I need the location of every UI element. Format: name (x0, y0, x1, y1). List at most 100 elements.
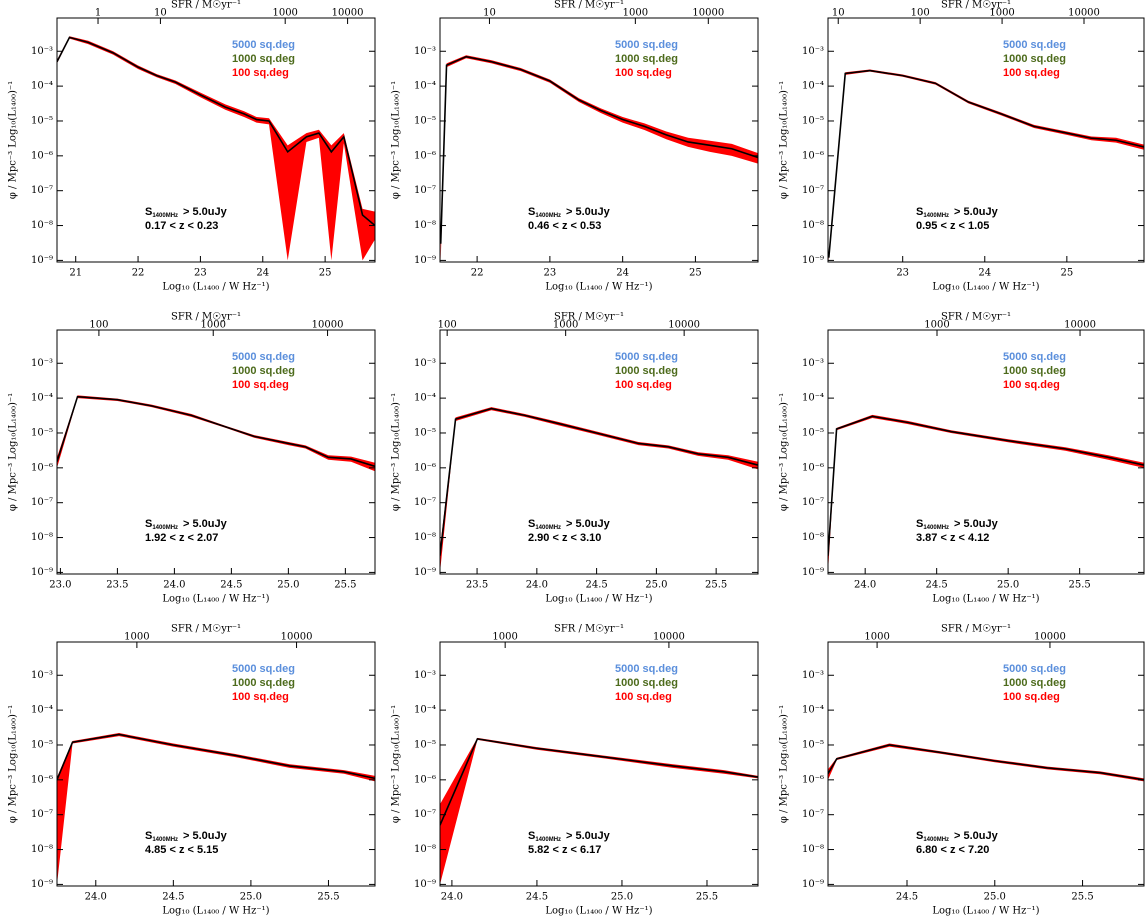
flux-limit: S1400MHz > 5.0uJy (916, 518, 999, 531)
y-tick-label: 10⁻⁷ (414, 185, 436, 196)
x-tick-label: 25 (689, 268, 702, 279)
x-axis-label: Log₁₀ (L₁₄₀₀ / W Hz⁻¹) (162, 906, 269, 917)
y-tick-label: 10⁻⁶ (802, 150, 824, 161)
x-tick-label: 25.0 (997, 580, 1019, 591)
flux-limit: S1400MHz > 5.0uJy (145, 206, 228, 219)
y-tick-label: 10⁻⁷ (414, 809, 436, 820)
panel: 10⁻⁹ 10⁻⁸ 10⁻⁷ 10⁻⁶ 10⁻⁵ 10⁻⁴ 10⁻³ 21 22 23 24 25 1 1… (8, 0, 376, 293)
x2-tick-label: 10000 (653, 632, 685, 643)
y-tick-label: 10⁻⁶ (414, 462, 436, 473)
legend-entry: 1000 sq.deg (615, 677, 678, 689)
legend-entry: 100 sq.deg (1003, 67, 1060, 79)
y-tick-label: 10⁻⁴ (31, 81, 53, 92)
x-tick-label: 25.5 (696, 892, 718, 903)
x2-tick-label: 10000 (1068, 8, 1100, 19)
x-tick-label: 25.5 (1071, 892, 1093, 903)
x-axis-label: Log₁₀ (L₁₄₀₀ / W Hz⁻¹) (162, 282, 269, 293)
x-axis-label: Log₁₀ (L₁₄₀₀ / W Hz⁻¹) (545, 906, 652, 917)
y-tick-label: 10⁻⁴ (802, 705, 824, 716)
legend-entry: 100 sq.deg (615, 379, 672, 391)
legend-entry: 1000 sq.deg (232, 53, 295, 65)
flux-subscript: 1400MHz (152, 213, 178, 219)
x-axis-label: Log₁₀ (L₁₄₀₀ / W Hz⁻¹) (545, 282, 652, 293)
legend-entry: 5000 sq.deg (1003, 39, 1066, 51)
panel: 10⁻⁹ 10⁻⁸ 10⁻⁷ 10⁻⁶ 10⁻⁵ 10⁻⁴ 10⁻³ 24.0 24.5 25.0… (779, 312, 1145, 605)
panel: 10⁻⁹ 10⁻⁸ 10⁻⁷ 10⁻⁶ 10⁻⁵ 10⁻⁴ 10⁻³ 24.5 25.0 25.5… (779, 624, 1145, 917)
y-axis-label: φ / Mpc⁻³ Log₁₀(L₁₄₀₀)⁻¹ (779, 705, 790, 823)
x-tick-label: 25.0 (277, 580, 299, 591)
x2-tick-label: 1000 (201, 320, 226, 331)
plot-area (57, 36, 375, 261)
plot-area (828, 69, 1144, 261)
x-tick-label: 24 (978, 268, 991, 279)
y-tick-label: 10⁻⁵ (802, 115, 824, 126)
error-band (440, 737, 758, 885)
y-axis-label: φ / Mpc⁻³ Log₁₀(L₁₄₀₀)⁻¹ (8, 393, 19, 511)
flux-subscript: 1400MHz (535, 525, 561, 531)
y-tick-label: 10⁻⁸ (802, 532, 824, 543)
legend-entry: 1000 sq.deg (1003, 677, 1066, 689)
flux-condition: > 5.0uJy (954, 206, 999, 218)
flux-subscript: 1400MHz (923, 213, 949, 219)
redshift-range: 0.95 < z < 1.05 (916, 220, 989, 232)
panel: 10⁻⁹ 10⁻⁸ 10⁻⁷ 10⁻⁶ 10⁻⁵ 10⁻⁴ 10⁻³ 23.5 24.0 24.5… (391, 312, 759, 605)
legend-entry: 100 sq.deg (1003, 691, 1060, 703)
y-axis-label: φ / Mpc⁻³ Log₁₀(L₁₄₀₀)⁻¹ (779, 393, 790, 511)
x-tick-label: 22 (132, 268, 145, 279)
x-tick-label: 24.0 (526, 580, 548, 591)
y-tick-label: 10⁻⁶ (414, 774, 436, 785)
y-tick-label: 10⁻⁷ (802, 185, 824, 196)
y-tick-label: 10⁻⁵ (414, 739, 436, 750)
legend-entry: 5000 sq.deg (232, 663, 295, 675)
x-tick-label: 25.5 (1069, 580, 1091, 591)
flux-symbol: S (528, 206, 535, 218)
flux-subscript: 1400MHz (535, 837, 561, 843)
legend-entry: 1000 sq.deg (232, 677, 295, 689)
x-tick-label: 25.0 (645, 580, 667, 591)
y-tick-label: 10⁻⁵ (414, 115, 436, 126)
x-tick-label: 24.5 (526, 892, 548, 903)
error-band (440, 407, 758, 573)
lf-line (440, 55, 758, 244)
lf-line (57, 733, 375, 781)
redshift-range: 2.90 < z < 3.10 (528, 532, 601, 544)
y-tick-label: 10⁻⁸ (414, 220, 436, 231)
x-tick-label: 23.5 (106, 580, 128, 591)
flux-condition: > 5.0uJy (183, 830, 228, 842)
y-tick-label: 10⁻⁹ (414, 567, 436, 578)
y-tick-label: 10⁻⁷ (31, 809, 53, 820)
lf-line (57, 36, 375, 227)
legend-entry: 5000 sq.deg (232, 39, 295, 51)
x2-tick-label: 1000 (492, 632, 517, 643)
flux-limit: S1400MHz > 5.0uJy (528, 518, 611, 531)
legend-entry: 100 sq.deg (232, 691, 289, 703)
flux-limit: S1400MHz > 5.0uJy (528, 206, 611, 219)
y-axis-label: φ / Mpc⁻³ Log₁₀(L₁₄₀₀)⁻¹ (8, 705, 19, 823)
y-tick-label: 10⁻³ (31, 358, 53, 369)
y-tick-label: 10⁻⁴ (802, 393, 824, 404)
plot-frame (439, 329, 759, 575)
plot-frame (827, 17, 1145, 263)
y-axis-label: φ / Mpc⁻³ Log₁₀(L₁₄₀₀)⁻¹ (779, 81, 790, 199)
error-band (57, 36, 375, 261)
flux-symbol: S (145, 830, 152, 842)
plot-area (828, 743, 1144, 782)
x2-tick-label: 10000 (1064, 320, 1096, 331)
x2-tick-label: 100 (438, 320, 457, 331)
flux-limit: S1400MHz > 5.0uJy (916, 830, 999, 843)
y-tick-label: 10⁻³ (414, 46, 436, 57)
x2-axis-label: SFR / M☉yr⁻¹ (941, 0, 1011, 11)
y-tick-label: 10⁻⁴ (31, 393, 53, 404)
x-tick-label: 24.5 (162, 892, 184, 903)
legend-entry: 1000 sq.deg (615, 53, 678, 65)
plot-frame (439, 641, 759, 887)
x-tick-label: 25 (319, 268, 332, 279)
y-tick-label: 10⁻⁸ (31, 532, 53, 543)
y-tick-label: 10⁻³ (802, 670, 824, 681)
x-tick-label: 21 (69, 268, 82, 279)
y-axis-label: φ / Mpc⁻³ Log₁₀(L₁₄₀₀)⁻¹ (8, 81, 19, 199)
x-tick-label: 24.5 (896, 892, 918, 903)
y-tick-label: 10⁻⁸ (802, 220, 824, 231)
x2-axis-label: SFR / M☉yr⁻¹ (554, 0, 624, 11)
x-tick-label: 25 (1060, 268, 1073, 279)
